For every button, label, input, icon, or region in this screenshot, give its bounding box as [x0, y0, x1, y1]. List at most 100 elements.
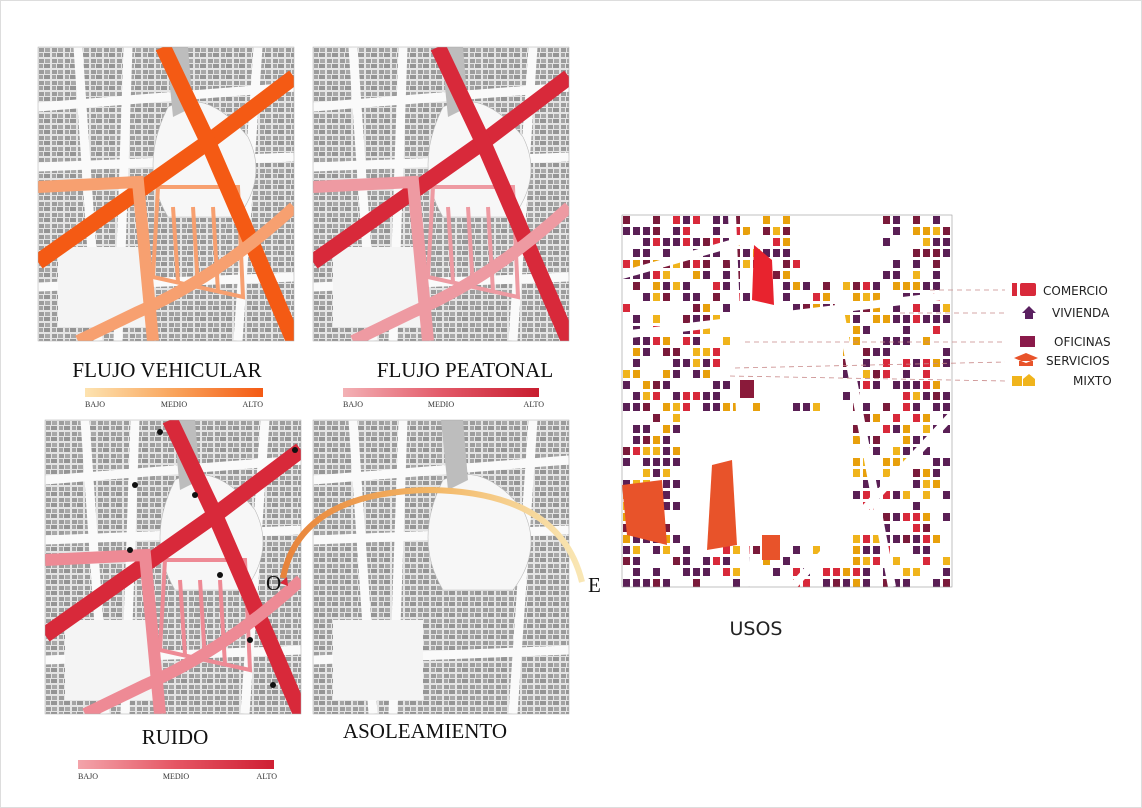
main-road — [430, 47, 569, 341]
building — [823, 568, 830, 576]
building — [743, 249, 750, 257]
building — [653, 381, 660, 389]
building — [673, 535, 680, 543]
building — [703, 260, 710, 268]
building — [943, 579, 950, 587]
building — [683, 216, 690, 224]
building — [623, 260, 630, 268]
building — [903, 535, 910, 543]
building — [693, 337, 700, 345]
building — [713, 315, 720, 323]
building — [643, 436, 650, 444]
building — [663, 403, 670, 411]
building — [883, 579, 890, 587]
building — [713, 282, 720, 290]
usos-title: USOS — [730, 618, 783, 640]
building — [903, 403, 910, 411]
map-border — [312, 46, 570, 342]
building — [943, 238, 950, 246]
panel-title: FLUJO VEHICULAR — [72, 358, 261, 382]
building — [783, 557, 790, 565]
building — [653, 579, 660, 587]
building — [933, 315, 940, 323]
park — [441, 420, 468, 490]
building — [743, 227, 750, 235]
building — [763, 227, 770, 235]
building — [893, 513, 900, 521]
building — [793, 260, 800, 268]
minor-road — [198, 579, 207, 661]
building — [833, 579, 840, 587]
building — [823, 579, 830, 587]
building — [703, 348, 710, 356]
building — [643, 348, 650, 356]
building — [933, 381, 940, 389]
building — [913, 535, 920, 543]
building — [853, 579, 860, 587]
building — [633, 370, 640, 378]
building — [923, 282, 930, 290]
building — [943, 513, 950, 521]
building — [823, 293, 830, 301]
icon-mixto — [1023, 374, 1035, 386]
building — [703, 315, 710, 323]
building — [633, 337, 640, 345]
map-bg — [622, 215, 952, 587]
building — [873, 535, 880, 543]
building — [653, 436, 660, 444]
building — [893, 535, 900, 543]
building — [943, 315, 950, 323]
icon-servicios — [1014, 353, 1038, 366]
building — [623, 403, 630, 411]
building — [913, 403, 920, 411]
building — [863, 282, 870, 290]
building — [733, 216, 740, 224]
minor-road — [171, 206, 180, 283]
building — [923, 381, 930, 389]
building — [813, 403, 820, 411]
building — [913, 304, 920, 312]
building — [903, 315, 910, 323]
building — [903, 326, 910, 334]
building — [713, 238, 720, 246]
building — [703, 370, 710, 378]
building — [863, 370, 870, 378]
building — [643, 238, 650, 246]
street — [622, 291, 952, 339]
scale-bar — [78, 760, 274, 769]
scale-label: ALTO — [243, 400, 264, 409]
building — [943, 348, 950, 356]
building — [673, 403, 680, 411]
building — [923, 359, 930, 367]
building — [653, 293, 660, 301]
building — [863, 568, 870, 576]
building — [623, 535, 630, 543]
building — [883, 337, 890, 345]
building — [913, 315, 920, 323]
legend-label: VIVIENDA — [1052, 306, 1110, 320]
building — [923, 469, 930, 477]
building — [803, 403, 810, 411]
building — [873, 447, 880, 455]
scale-label: MEDIO — [161, 400, 187, 409]
building — [783, 227, 790, 235]
minor-road — [191, 206, 200, 288]
building — [913, 524, 920, 532]
building — [903, 491, 910, 499]
building — [633, 535, 640, 543]
building — [913, 282, 920, 290]
building — [923, 557, 930, 565]
building — [853, 458, 860, 466]
building — [863, 293, 870, 301]
building — [673, 348, 680, 356]
building — [913, 568, 920, 576]
building — [913, 249, 920, 257]
building — [913, 480, 920, 488]
building — [663, 447, 670, 455]
building — [893, 304, 900, 312]
scale-label: BAJO — [78, 772, 98, 781]
building — [653, 238, 660, 246]
building — [893, 579, 900, 587]
building — [643, 579, 650, 587]
building — [773, 568, 780, 576]
